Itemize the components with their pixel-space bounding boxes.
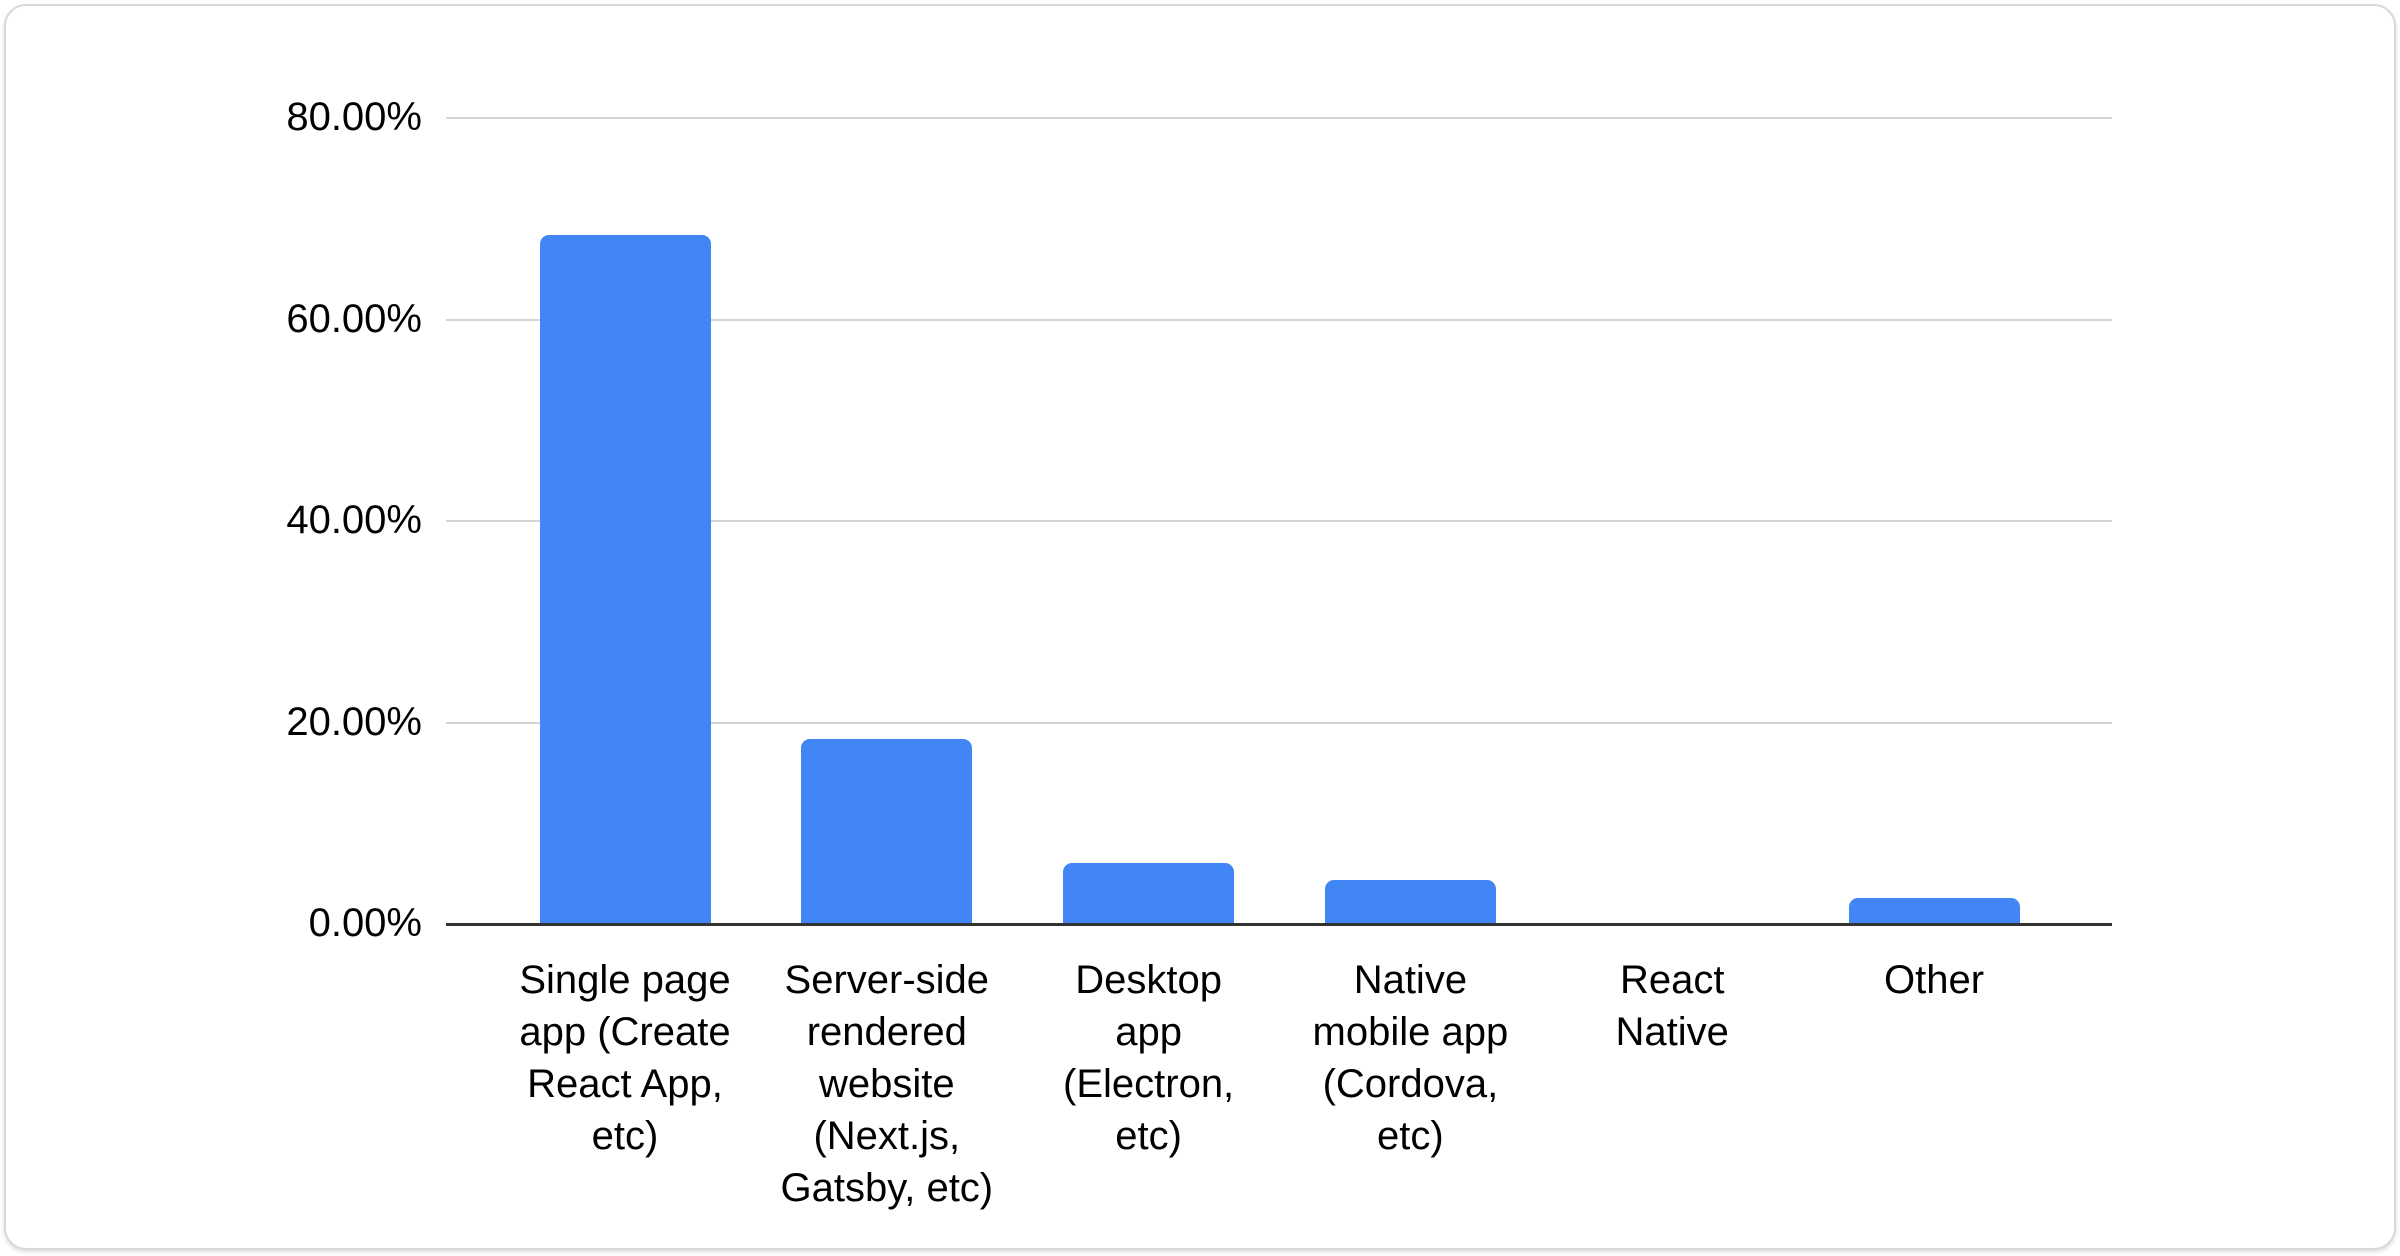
gridline: [446, 318, 2112, 321]
gridline: [446, 117, 2112, 119]
y-axis-tick-label: 60.00%: [286, 296, 422, 341]
bar: [1063, 862, 1235, 924]
bar: [1324, 879, 1496, 924]
gridline: [446, 520, 2112, 522]
y-axis-tick-label: 20.00%: [286, 699, 422, 744]
bar: [1848, 897, 2020, 924]
y-axis-tick-label: 80.00%: [286, 95, 422, 140]
bar: [539, 234, 711, 924]
y-axis-tick-label: 0.00%: [308, 901, 422, 946]
x-axis-category-label: Desktop app (Electron, etc): [1063, 958, 1235, 1158]
bar-chart: 80.00% 60.00% 40.00% 20.00% 0.00% Single page…: [6, 6, 2394, 1248]
x-axis-category-label: Native mobile app (Cordova, etc): [1312, 958, 1509, 1158]
y-axis-tick-label: 40.00%: [286, 498, 422, 543]
bar: [801, 738, 973, 924]
x-axis-category-label: Single page app (Create React App, etc): [519, 958, 731, 1158]
x-axis-category-label: Server-side rendered website (Next.js, G…: [780, 958, 994, 1210]
chart-card: 80.00% 60.00% 40.00% 20.00% 0.00% Single page…: [4, 4, 2396, 1250]
gridline: [446, 721, 2112, 724]
x-axis-category-label: React Native: [1615, 958, 1729, 1054]
x-axis-category-label: Other: [1883, 958, 1985, 1002]
x-axis-line: [446, 923, 2112, 926]
